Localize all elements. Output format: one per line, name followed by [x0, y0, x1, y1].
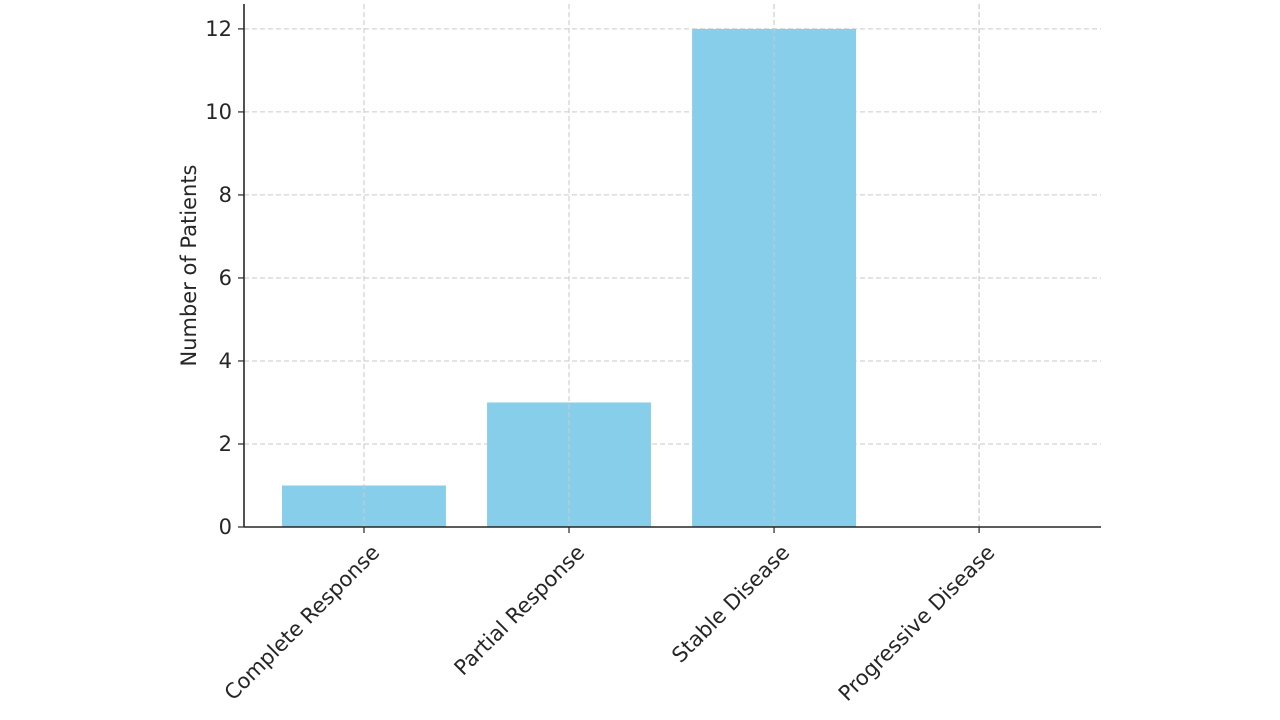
- x-tick-label: Progressive Disease: [834, 540, 1000, 706]
- x-tick-label: Partial Response: [450, 540, 590, 680]
- y-tick-label: 12: [205, 17, 232, 41]
- y-tick-label: 8: [219, 183, 232, 207]
- x-tick-label: Stable Disease: [667, 540, 794, 667]
- grid-layer: [244, 4, 1101, 527]
- y-axis-title: Number of Patients: [177, 164, 201, 366]
- y-tick-label: 10: [205, 100, 232, 124]
- x-tick-label: Complete Response: [220, 540, 385, 705]
- y-tick-label: 6: [219, 266, 232, 290]
- y-tick-label: 2: [219, 432, 232, 456]
- y-tick-label: 4: [219, 349, 232, 373]
- axis-layer: [238, 4, 1101, 533]
- y-tick-label: 0: [219, 515, 232, 539]
- bar-layer: [282, 4, 980, 528]
